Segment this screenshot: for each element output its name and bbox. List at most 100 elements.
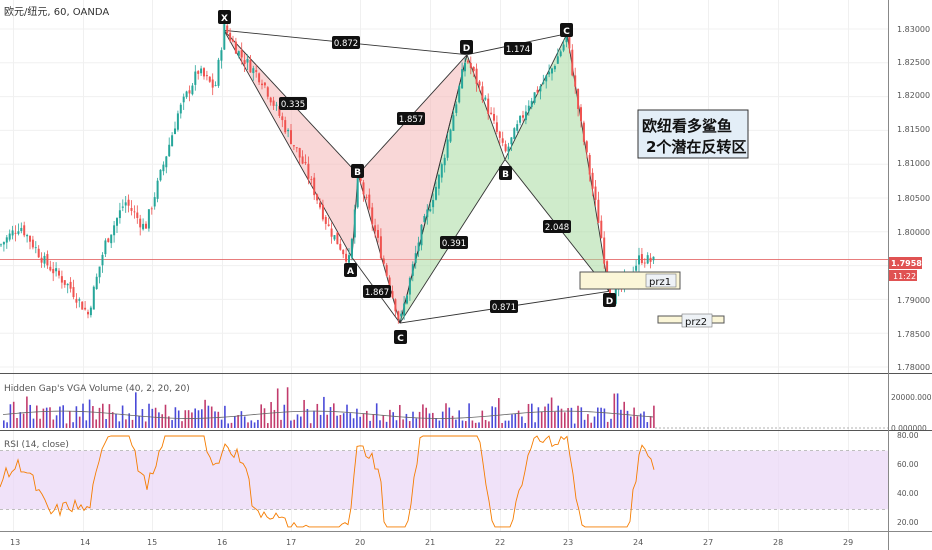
time-axis[interactable]: 13 14 15 16 17 20 21 22 23 24 27 28 29	[10, 538, 853, 547]
pivot-text: B	[354, 168, 361, 178]
pivot-d2[interactable]: D	[603, 293, 616, 307]
symbol-label[interactable]: 欧元/纽元, 60, OANDA	[4, 5, 109, 18]
candle-body	[92, 286, 95, 310]
pivot-c2[interactable]: C	[560, 23, 573, 37]
ratio-label[interactable]: 0.872	[332, 36, 360, 49]
ratio-label[interactable]: 1.867	[363, 285, 391, 298]
candle-body	[571, 49, 574, 76]
volume-title[interactable]: Hidden Gap's VGA Volume (40, 2, 20, 20)	[4, 384, 190, 394]
volume-bar	[270, 402, 272, 428]
volume-bar	[276, 388, 279, 428]
price-tick: 1.81500	[897, 125, 930, 134]
candle-body	[40, 257, 43, 263]
candle-body	[565, 36, 568, 43]
prz1-zone[interactable]: prz1	[579, 271, 681, 290]
candle-body	[362, 182, 365, 195]
volume-bar	[16, 417, 18, 428]
volume-bar	[567, 408, 569, 428]
volume-pane[interactable]	[0, 374, 888, 430]
volume-bar	[468, 403, 470, 428]
ratio-label[interactable]: 0.391	[440, 236, 468, 249]
candle-body	[559, 51, 562, 57]
candle-body	[493, 113, 495, 121]
candle-body	[217, 59, 220, 86]
volume-bar	[131, 419, 134, 428]
candle-body	[635, 265, 638, 271]
volume-bar	[583, 419, 586, 428]
pattern1-triangle-bcd	[358, 54, 467, 324]
volume-bar	[95, 419, 97, 428]
candle-body	[269, 97, 272, 103]
ratio-label[interactable]: 1.174	[504, 42, 532, 55]
volume-bar	[187, 410, 190, 428]
pivot-b2[interactable]: B	[499, 166, 512, 180]
annotation-box[interactable]: 欧纽看多鲨鱼 2个潜在反转区	[637, 109, 749, 159]
price-axis[interactable]: 1.83000 1.82500 1.82000 1.81500 1.81000 …	[897, 25, 930, 372]
volume-bar	[580, 407, 583, 428]
current-price-badge[interactable]: 1.79588 11:22	[889, 257, 928, 281]
candle-body	[34, 247, 37, 249]
volume-bar	[290, 420, 292, 428]
volume-bar	[613, 393, 616, 428]
rsi-tick: 80.00	[897, 431, 919, 440]
rsi-title[interactable]: RSI (14, close)	[4, 440, 69, 450]
candle-body	[55, 268, 58, 272]
ratio-label[interactable]: 2.048	[543, 220, 571, 233]
pivot-a[interactable]: A	[344, 263, 357, 277]
volume-bar	[300, 416, 302, 428]
candle-body	[278, 106, 281, 116]
volume-bar	[273, 409, 276, 428]
prz2-zone[interactable]: prz2	[657, 313, 725, 328]
volume-bar	[412, 411, 414, 428]
volume-bar	[55, 415, 58, 428]
ratio-text: 0.871	[492, 303, 516, 313]
candle-body	[368, 194, 371, 209]
volume-bar	[600, 407, 602, 428]
candle-body	[432, 199, 435, 208]
volume-bar	[369, 420, 371, 428]
candle-body	[295, 147, 298, 149]
volume-bar	[135, 392, 137, 428]
candle-body	[391, 291, 394, 298]
volume-bar	[197, 410, 200, 428]
candle-body	[287, 129, 290, 132]
volume-bar	[39, 418, 41, 428]
ratio-label[interactable]: 0.335	[279, 97, 307, 110]
volume-bar	[481, 410, 484, 428]
volume-bar	[217, 411, 220, 428]
candle-body	[568, 35, 571, 49]
prz1-label: prz1	[649, 277, 671, 288]
volume-bar	[623, 401, 625, 428]
candle-body	[252, 68, 255, 74]
rsi-tick: 20.00	[897, 518, 919, 527]
candle-body	[133, 211, 136, 213]
candle-body	[87, 311, 89, 315]
candle-body	[345, 253, 348, 262]
volume-bar	[293, 419, 295, 428]
ratio-label[interactable]: 1.857	[397, 112, 425, 125]
candle-body	[585, 141, 588, 153]
price-tick: 1.78500	[897, 330, 930, 339]
candle-body	[240, 50, 243, 58]
candle-body	[261, 83, 263, 86]
volume-bar	[260, 404, 262, 428]
candle-body	[542, 82, 545, 84]
volume-bar	[309, 423, 312, 428]
candle-body	[429, 209, 432, 212]
volume-bar	[42, 408, 45, 428]
candle-body	[37, 248, 40, 258]
volume-tick: 20000.000000	[891, 393, 932, 402]
ratio-text: 1.867	[365, 288, 389, 298]
candle-body	[150, 208, 153, 210]
ratio-label[interactable]: 0.871	[490, 300, 518, 313]
volume-bar	[333, 403, 335, 428]
pivot-b[interactable]: B	[351, 164, 364, 178]
candle-body	[17, 231, 20, 234]
candle-body	[336, 232, 339, 245]
pivot-x[interactable]: X	[218, 10, 231, 24]
pivot-c[interactable]: C	[394, 330, 407, 344]
pivot-d[interactable]: D	[460, 40, 473, 54]
volume-bar	[303, 399, 305, 428]
candle-body	[194, 71, 197, 85]
